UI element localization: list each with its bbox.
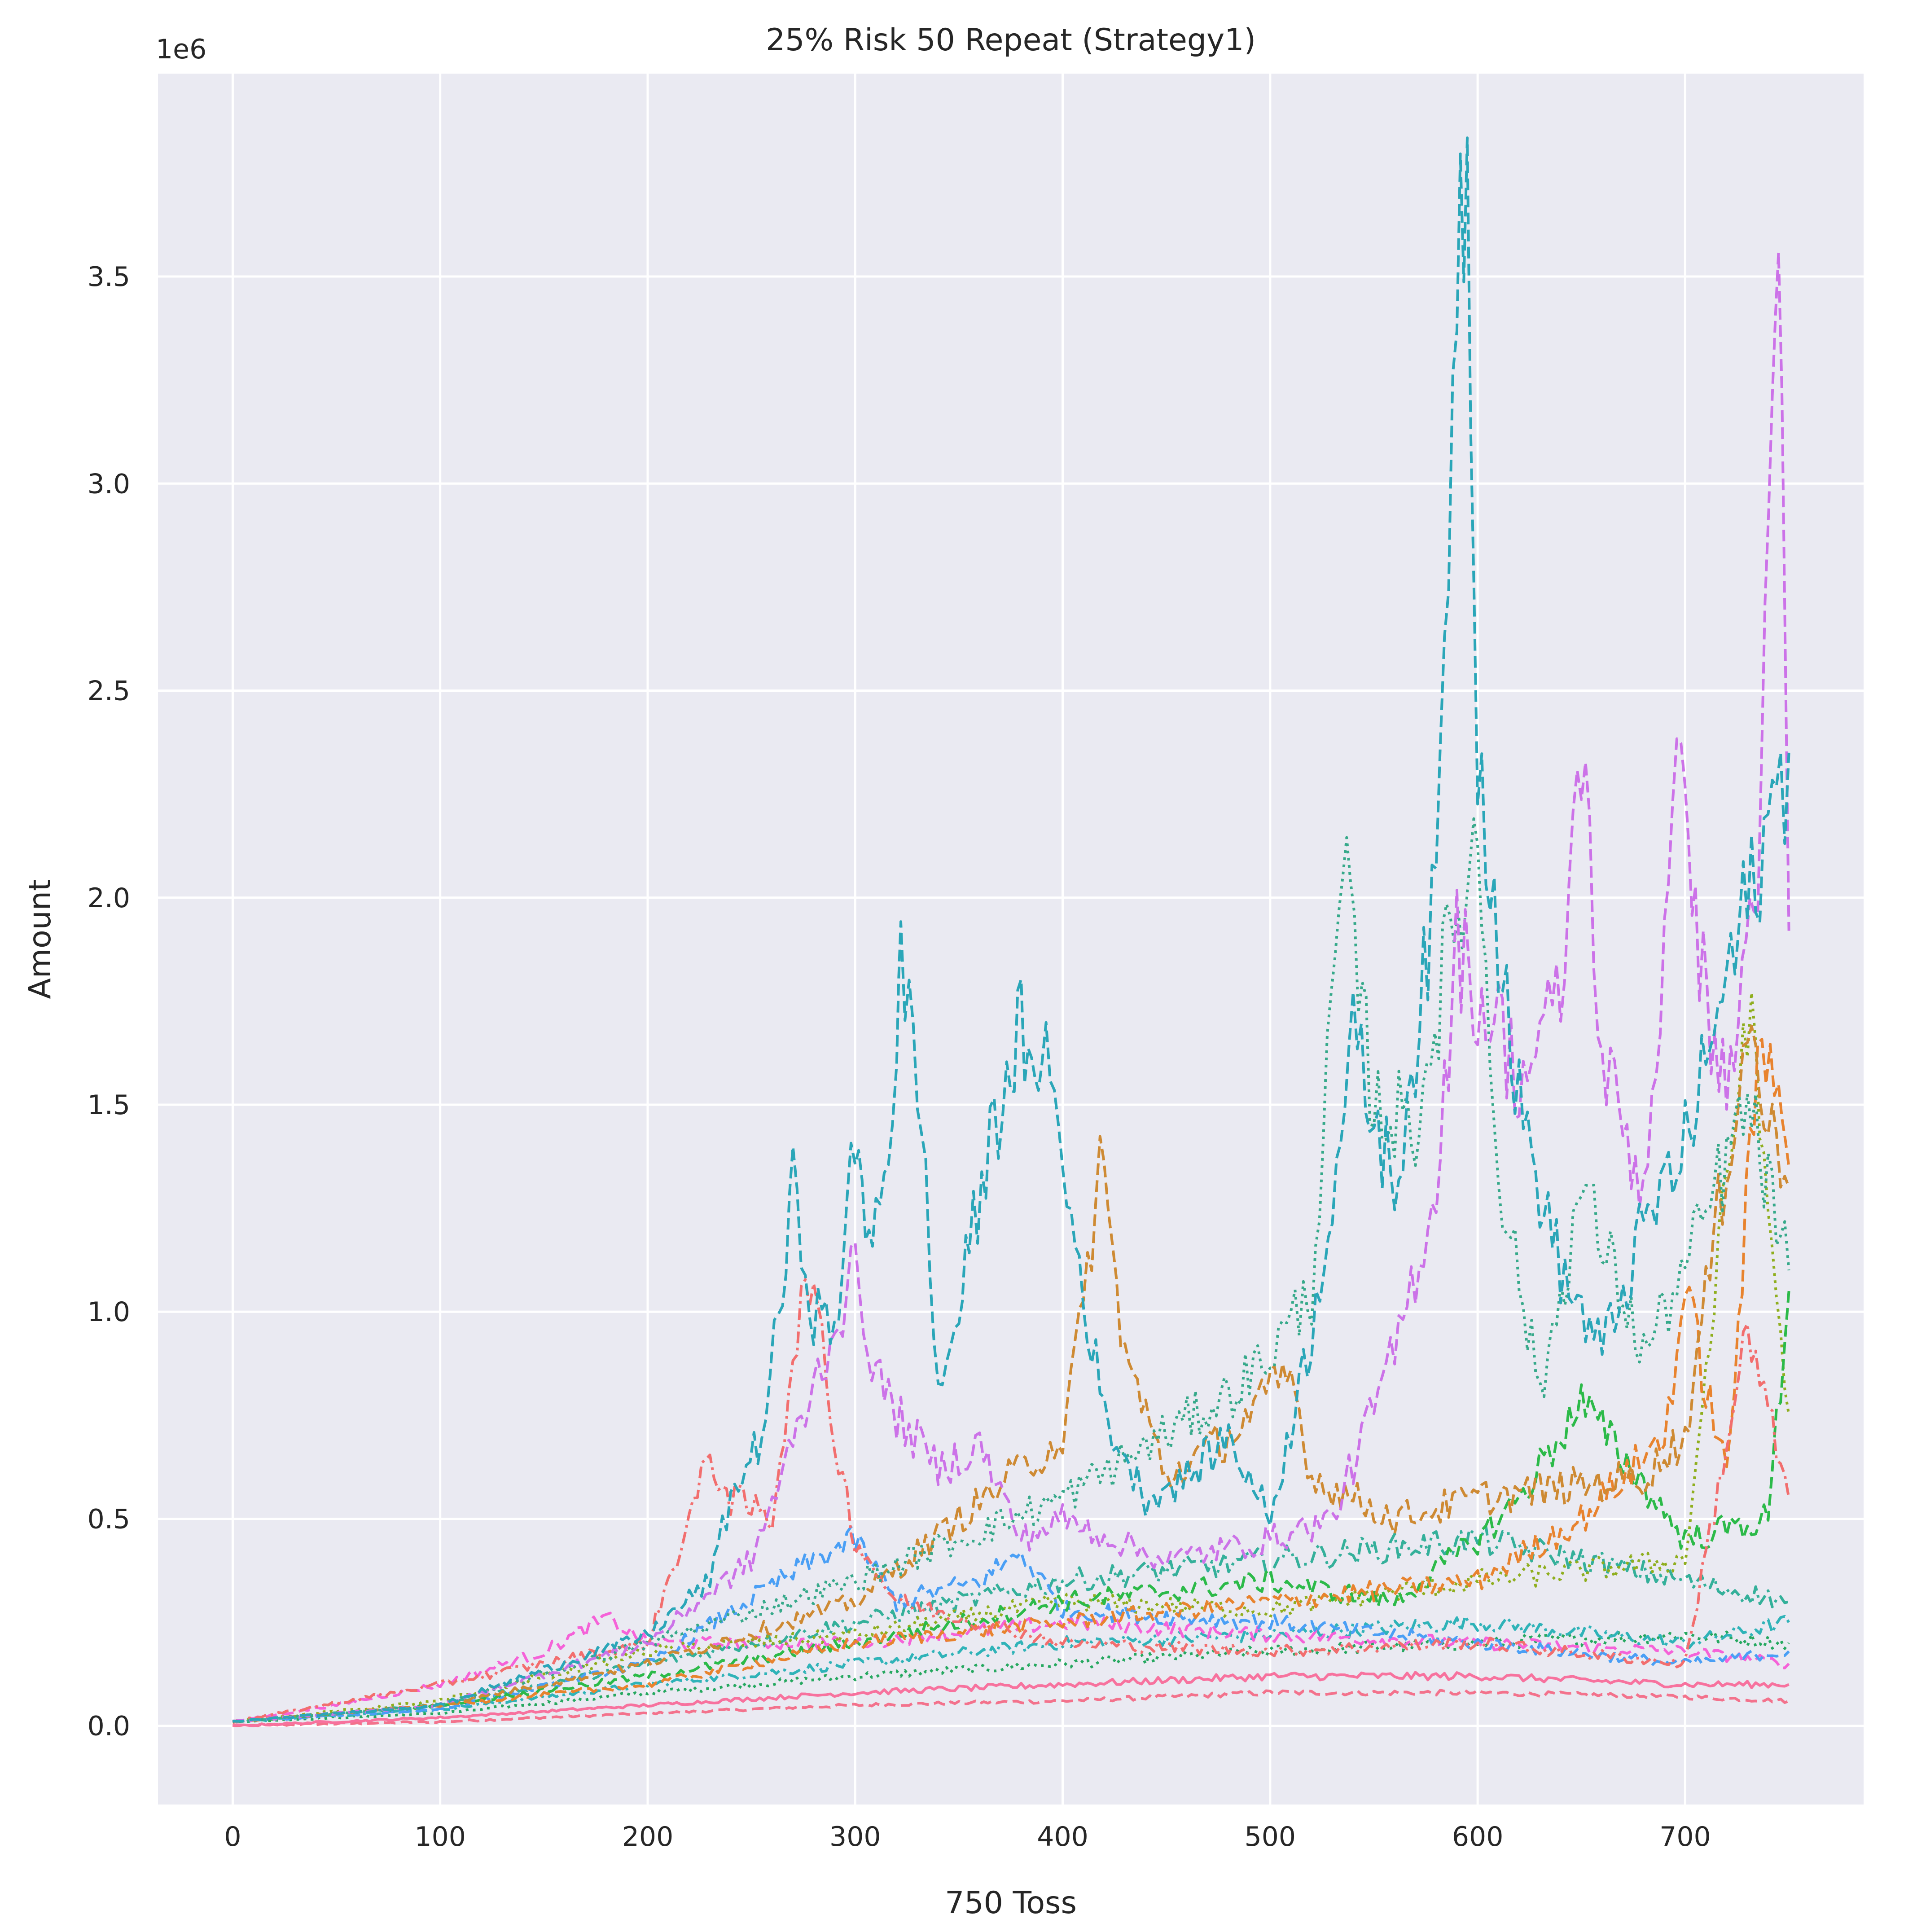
x-tick-label: 200	[622, 1821, 674, 1853]
series-line	[232, 1671, 1790, 1727]
chart-title: 25% Risk 50 Repeat (Strategy1)	[766, 22, 1256, 58]
series-line	[232, 1024, 1790, 1723]
series-line	[232, 1278, 1790, 1724]
x-tick-label: 300	[829, 1821, 881, 1853]
plot-background	[158, 74, 1864, 1805]
x-tick-label: 600	[1452, 1821, 1504, 1853]
x-tick-labels: 0 100 200 300 400 500 600 700	[224, 1821, 1711, 1853]
series-layer	[232, 136, 1790, 1727]
y-tick-label: 2.5	[88, 676, 130, 707]
y-tick-label: 1.0	[88, 1296, 130, 1328]
grid	[158, 74, 1864, 1805]
x-tick-label: 500	[1245, 1821, 1296, 1853]
series-line	[232, 1689, 1790, 1727]
y-tick-label: 0.0	[88, 1711, 130, 1742]
series-line	[232, 1611, 1790, 1724]
series-line	[232, 136, 1790, 1723]
y-tick-label: 1.5	[88, 1089, 130, 1121]
x-tick-label: 700	[1659, 1821, 1711, 1853]
y-tick-label: 2.0	[88, 883, 130, 914]
series-line	[232, 250, 1790, 1723]
x-axis-label: 750 Toss	[945, 1885, 1077, 1921]
x-tick-label: 400	[1037, 1821, 1088, 1853]
series-line	[232, 1615, 1790, 1723]
y-axis-label: Amount	[22, 879, 58, 999]
series-line	[232, 1525, 1790, 1724]
y-tick-label: 0.5	[88, 1503, 130, 1535]
y-offset-label: 1e6	[156, 34, 206, 65]
y-tick-label: 3.5	[88, 261, 130, 293]
series-line	[232, 1630, 1790, 1724]
x-tick-label: 100	[414, 1821, 466, 1853]
x-tick-label: 0	[224, 1821, 241, 1853]
y-tick-label: 3.0	[88, 468, 130, 500]
y-tick-labels: 0.0 0.5 1.0 1.5 2.0 2.5 3.0 3.5	[88, 261, 130, 1742]
